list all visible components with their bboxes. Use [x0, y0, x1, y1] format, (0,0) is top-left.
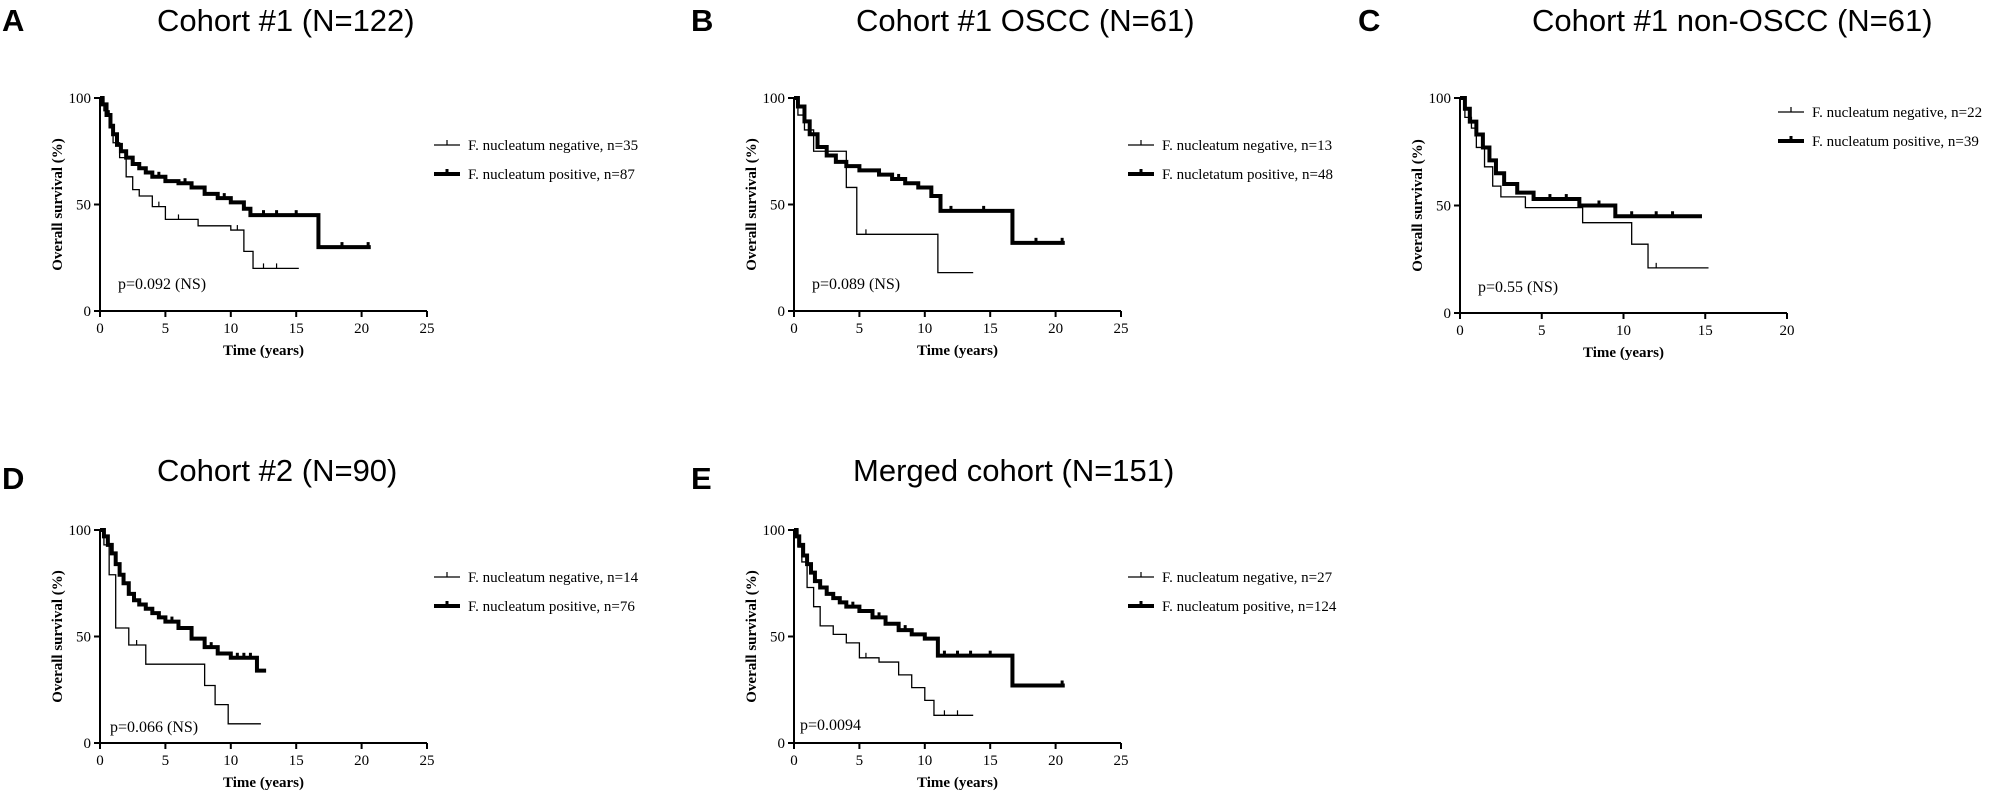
panel-letter: C [1358, 3, 1380, 38]
x-axis-label: Time (years) [223, 343, 304, 359]
y-tick-label: 50 [1436, 199, 1451, 215]
x-tick-label: 10 [223, 321, 238, 337]
y-axis-label: Overall survival (%) [50, 138, 66, 270]
y-axis-label: Overall survival (%) [744, 138, 760, 270]
x-tick-label: 20 [354, 753, 369, 769]
x-tick-label: 10 [917, 753, 932, 769]
x-tick-label: 0 [1456, 323, 1464, 339]
panel-letter: B [691, 3, 713, 38]
legend-label: F. nucleatum negative, n=27 [1162, 570, 1333, 586]
y-axis-label: Overall survival (%) [1410, 139, 1426, 271]
legend-label: F. nucleatum negative, n=35 [468, 138, 638, 154]
legend-label: F. nucleatum negative, n=13 [1162, 138, 1332, 154]
chart-title: Cohort #1 non-OSCC (N=61) [1532, 3, 1933, 38]
y-axis-label: Overall survival (%) [50, 570, 66, 702]
x-tick-label: 0 [96, 321, 104, 337]
x-tick-label: 10 [917, 321, 932, 337]
y-tick-label: 0 [1444, 306, 1452, 322]
x-axis-label: Time (years) [917, 775, 998, 791]
y-tick-label: 100 [1429, 91, 1452, 107]
x-tick-label: 25 [1114, 753, 1129, 769]
y-tick-label: 50 [770, 198, 785, 214]
y-tick-label: 100 [763, 91, 786, 107]
y-tick-label: 0 [778, 736, 786, 752]
y-tick-label: 0 [778, 304, 786, 320]
chart-title: Cohort #1 (N=122) [157, 3, 415, 38]
x-tick-label: 0 [790, 753, 798, 769]
x-tick-label: 25 [420, 321, 435, 337]
x-tick-label: 5 [856, 321, 864, 337]
y-tick-label: 100 [763, 523, 786, 539]
km-curve-negative [1460, 97, 1709, 269]
panel-c: C Cohort #1 non-OSCC (N=61) 0 5 10 15 20 0 50 100… [1358, 3, 1982, 361]
p-value-label: p=0.55 (NS) [1478, 279, 1558, 296]
x-tick-label: 15 [983, 753, 998, 769]
km-curve-positive [100, 96, 371, 250]
legend-label: F. nucletatum positive, n=48 [1162, 167, 1333, 183]
km-curve-negative [794, 97, 974, 274]
legend-label: F. nucleatum positive, n=39 [1812, 134, 1979, 150]
km-curve-negative [100, 97, 299, 270]
y-tick-label: 100 [69, 91, 92, 107]
legend-label: F. nucleatum negative, n=14 [468, 570, 639, 586]
legend-label: F. nucleatum positive, n=124 [1162, 599, 1337, 615]
y-tick-label: 50 [76, 198, 91, 214]
p-value-label: p=0.0094 [800, 717, 861, 734]
chart-title: Cohort #2 (N=90) [157, 453, 397, 488]
x-axis-label: Time (years) [1583, 345, 1664, 361]
x-tick-label: 20 [1048, 753, 1063, 769]
x-tick-label: 15 [289, 321, 304, 337]
x-tick-label: 5 [162, 753, 170, 769]
x-tick-label: 5 [856, 753, 864, 769]
km-curve-positive [1460, 96, 1702, 219]
x-tick-label: 15 [289, 753, 304, 769]
x-tick-label: 10 [1616, 323, 1631, 339]
panel-letter: A [2, 3, 24, 38]
p-value-label: p=0.092 (NS) [118, 276, 206, 293]
x-tick-label: 0 [96, 753, 104, 769]
km-curve-positive [100, 528, 267, 673]
legend-label: F. nucleatum negative, n=22 [1812, 105, 1982, 121]
y-tick-label: 100 [69, 523, 92, 539]
x-axis-label: Time (years) [917, 343, 998, 359]
x-tick-label: 5 [1538, 323, 1546, 339]
y-tick-label: 0 [84, 304, 92, 320]
x-tick-label: 20 [1048, 321, 1063, 337]
legend-label: F. nucleatum positive, n=87 [468, 167, 635, 183]
legend-label: F. nucleatum positive, n=76 [468, 599, 635, 615]
panel-d: D Cohort #2 (N=90) 0 5 10 15 20 25 0 50 100 Time (y… [2, 453, 639, 791]
panel-letter: E [691, 461, 712, 496]
x-tick-label: 25 [420, 753, 435, 769]
y-axis-label: Overall survival (%) [744, 570, 760, 702]
y-tick-label: 0 [84, 736, 92, 752]
x-tick-label: 0 [790, 321, 798, 337]
panel-letter: D [2, 461, 24, 496]
x-tick-label: 10 [223, 753, 238, 769]
panel-e: E Merged cohort (N=151) 0 5 10 15 20 25 0 50 100 Ti… [691, 453, 1337, 791]
chart-title: Cohort #1 OSCC (N=61) [856, 3, 1195, 38]
y-tick-label: 50 [76, 630, 91, 646]
km-curve-positive [794, 96, 1065, 245]
panel-a: A Cohort #1 (N=122) 0 5 10 15 20 25 0 50 100 Time (… [2, 3, 638, 359]
km-curve-negative [794, 529, 974, 716]
x-axis-label: Time (years) [223, 775, 304, 791]
x-tick-label: 15 [983, 321, 998, 337]
panel-b: B Cohort #1 OSCC (N=61) 0 5 10 15 20 25 0 50 100 Ti… [691, 3, 1333, 359]
x-tick-label: 25 [1114, 321, 1129, 337]
x-tick-label: 15 [1698, 323, 1713, 339]
x-tick-label: 5 [162, 321, 170, 337]
km-curve-positive [794, 528, 1065, 688]
p-value-label: p=0.066 (NS) [110, 719, 198, 736]
x-tick-label: 20 [354, 321, 369, 337]
p-value-label: p=0.089 (NS) [812, 276, 900, 293]
chart-title: Merged cohort (N=151) [853, 453, 1174, 488]
y-tick-label: 50 [770, 630, 785, 646]
x-tick-label: 20 [1780, 323, 1795, 339]
